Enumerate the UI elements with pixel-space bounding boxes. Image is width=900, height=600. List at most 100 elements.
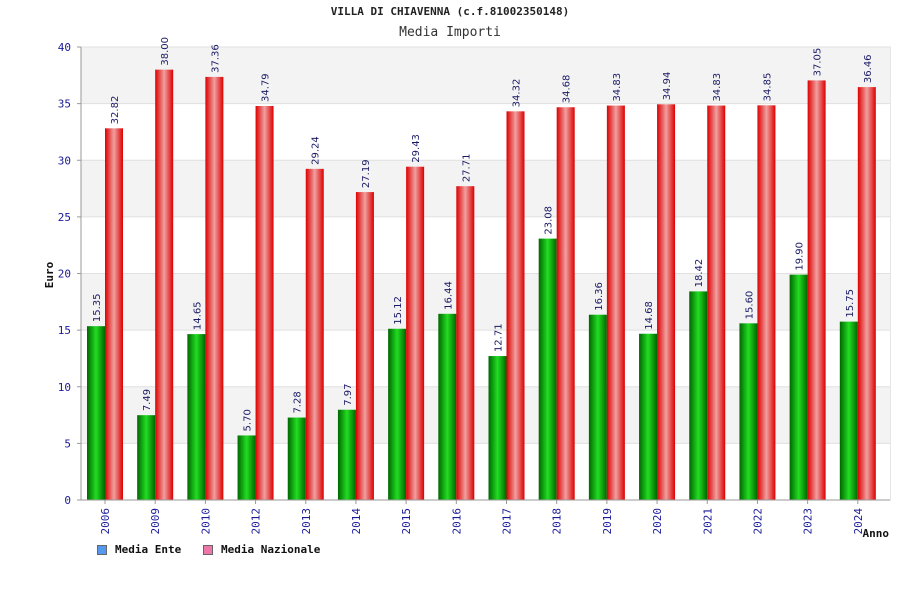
x-tick-label: 2021 [701,508,714,535]
bar-value-label: 37.36 [210,44,221,73]
x-tick-label: 2014 [350,508,363,535]
bar-media-ente [639,333,658,500]
bar-value-label: 38.00 [160,37,171,66]
y-tick-label: 35 [58,98,71,111]
x-tick-label: 2024 [852,508,865,535]
bar-media-ente [237,435,256,500]
bars: 15.35 32.82 7.49 38.00 14.65 37.36 5.70 34.79 7.… [87,37,876,501]
bar-media-nazionale [657,104,676,500]
bar-value-label: 14.65 [192,301,203,330]
legend-item-media-ente: Media Ente [97,543,181,556]
y-tick-label: 25 [58,211,71,224]
bar-media-ente [287,417,306,500]
x-tick-label: 2017 [501,508,514,535]
y-tick-label: 30 [58,154,71,167]
x-tick-label: 2020 [651,508,664,535]
bar-media-ente [689,291,708,500]
bar-value-label: 29.43 [411,134,422,163]
bar-media-nazionale [857,87,876,500]
bar-media-nazionale [406,166,425,500]
bar-value-label: 34.83 [612,73,623,102]
bar-media-ente [337,409,356,500]
bar-value-label: 5.70 [243,409,254,431]
bar-value-label: 18.42 [694,259,705,288]
bar-media-ente [538,238,557,500]
bar-media-nazionale [255,106,274,501]
bar-value-label: 19.90 [795,242,806,271]
bar-value-label: 29.24 [311,136,322,165]
x-axis: 2006 2009 2010 2012 2013 2014 2015 2016 2017 2018… [81,499,890,535]
bar-media-nazionale [105,128,123,500]
bar-value-label: 7.28 [293,391,304,413]
x-tick-label: 2006 [99,508,112,535]
bar-media-ente [137,415,156,500]
legend-item-media-nazionale: Media Nazionale [203,543,320,556]
bar-value-label: 37.05 [813,48,824,77]
bar-media-ente [388,328,407,500]
bar-media-nazionale [807,80,826,500]
bar-media-nazionale [155,69,174,501]
bar-value-label: 12.71 [494,323,505,352]
x-tick-label: 2009 [149,508,162,535]
x-tick-label: 2010 [199,508,212,535]
y-tick-label: 10 [58,381,71,394]
y-tick-label: 15 [58,324,71,337]
bar-value-label: 7.97 [343,383,354,405]
legend-swatch-media-ente [97,544,107,555]
bar-value-label: 27.71 [461,154,472,183]
y-axis-label: Euro [43,261,56,288]
legend-label-media-nazionale: Media Nazionale [221,543,321,556]
bar-media-nazionale [707,105,726,501]
chart-title: VILLA DI CHIAVENNA (c.f.81002350148) [330,5,570,18]
x-axis-label: Anno [863,527,890,540]
bar-value-label: 34.68 [562,75,573,104]
bar-media-nazionale [506,111,525,501]
bar-media-nazionale [305,168,324,500]
bar-value-label: 23.08 [544,206,555,235]
bar-value-label: 34.83 [712,73,723,102]
bar-media-ente [488,356,507,500]
bar-value-label: 34.85 [762,73,773,102]
y-tick-label: 0 [64,494,71,507]
bar-media-ente [588,314,607,500]
bar-media-nazionale [205,76,224,500]
y-axis: 0 5 10 15 20 25 30 35 40 [58,41,82,507]
bar-media-nazionale [355,192,374,501]
bar-media-nazionale [456,186,475,500]
bar-media-ente [739,323,758,500]
y-tick-label: 20 [58,268,71,281]
bar-value-label: 15.35 [92,294,103,323]
x-tick-label: 2013 [300,508,313,535]
bar-value-label: 36.46 [863,54,874,83]
legend-label-media-ente: Media Ente [115,543,182,556]
bar-media-ente [187,334,206,500]
bar-value-label: 14.68 [644,301,655,330]
y-tick-label: 40 [58,41,71,54]
bar-value-label: 16.44 [443,281,454,310]
x-tick-label: 2019 [601,508,614,535]
bar-value-label: 34.32 [512,79,523,108]
x-tick-label: 2023 [802,508,815,535]
bar-media-ente [839,321,858,500]
y-tick-label: 5 [64,437,71,450]
bar-value-label: 15.60 [744,291,755,320]
bar-value-label: 32.82 [110,96,121,125]
bar-value-label: 7.49 [142,389,153,411]
bar-value-label: 15.12 [393,296,404,325]
bar-value-label: 27.19 [361,159,372,188]
x-tick-label: 2016 [450,508,463,535]
bar-media-ente [438,313,457,500]
chart-subtitle: Media Importi [399,25,501,40]
bar-value-label: 34.94 [662,72,673,101]
x-tick-label: 2012 [250,508,263,535]
legend-swatch-media-nazionale [203,544,213,555]
bar-media-nazionale [606,105,625,501]
bar-value-label: 15.75 [845,289,856,318]
bar-media-ente [87,326,105,500]
x-tick-label: 2022 [751,508,764,535]
x-tick-label: 2018 [551,508,564,535]
bar-media-nazionale [556,107,575,501]
bar-value-label: 16.36 [594,282,605,311]
bar-media-nazionale [757,105,776,500]
